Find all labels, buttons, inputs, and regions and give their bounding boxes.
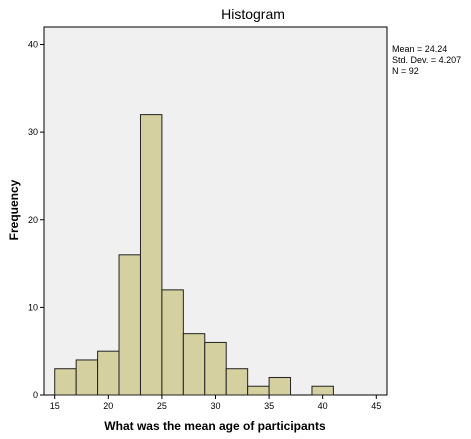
x-tick-label-20: 20: [103, 401, 113, 411]
histogram-bar-25-27: [161, 289, 184, 396]
histogram-bar-23-25: [139, 114, 163, 396]
y-tick-label-40: 40: [28, 40, 38, 50]
y-axis-label: Frequency: [7, 179, 21, 240]
y-axis: 0 10 20 30 40: [28, 40, 44, 400]
x-axis: 15 20 25 30 35 40 45: [50, 395, 381, 411]
y-tick-label-30: 30: [28, 127, 38, 137]
histogram-bar-19-21: [97, 350, 120, 396]
stat-mean: Mean = 24.24: [392, 44, 447, 54]
y-tick-label-0: 0: [33, 390, 38, 400]
histogram-bar-33-35: [247, 385, 270, 396]
x-tick-label-35: 35: [264, 401, 274, 411]
y-tick-label-20: 20: [28, 215, 38, 225]
histogram-bar-39-41: [311, 385, 334, 396]
x-tick-label-40: 40: [318, 401, 328, 411]
chart-title: Histogram: [221, 6, 285, 22]
stat-std-dev: Std. Dev. = 4.207: [392, 55, 461, 65]
bars-group: [54, 114, 334, 396]
histogram-bar-27-29: [182, 333, 206, 396]
x-tick-label-45: 45: [371, 401, 381, 411]
histogram-bar-35-37: [268, 376, 292, 396]
stat-n: N = 92: [392, 66, 419, 76]
histogram-bar-21-23: [118, 254, 141, 396]
x-tick-label-25: 25: [157, 401, 167, 411]
x-axis-label: What was the mean age of participants: [104, 419, 326, 433]
x-tick-label-30: 30: [210, 401, 220, 411]
histogram-bar-17-19: [75, 359, 99, 396]
histogram-bar-15-17: [54, 368, 77, 396]
histogram-bar-29-31: [204, 341, 227, 396]
histogram-bar-31-33: [225, 368, 249, 396]
plot-area: [43, 26, 388, 396]
x-tick-label-15: 15: [50, 401, 60, 411]
y-tick-label-10: 10: [28, 302, 38, 312]
